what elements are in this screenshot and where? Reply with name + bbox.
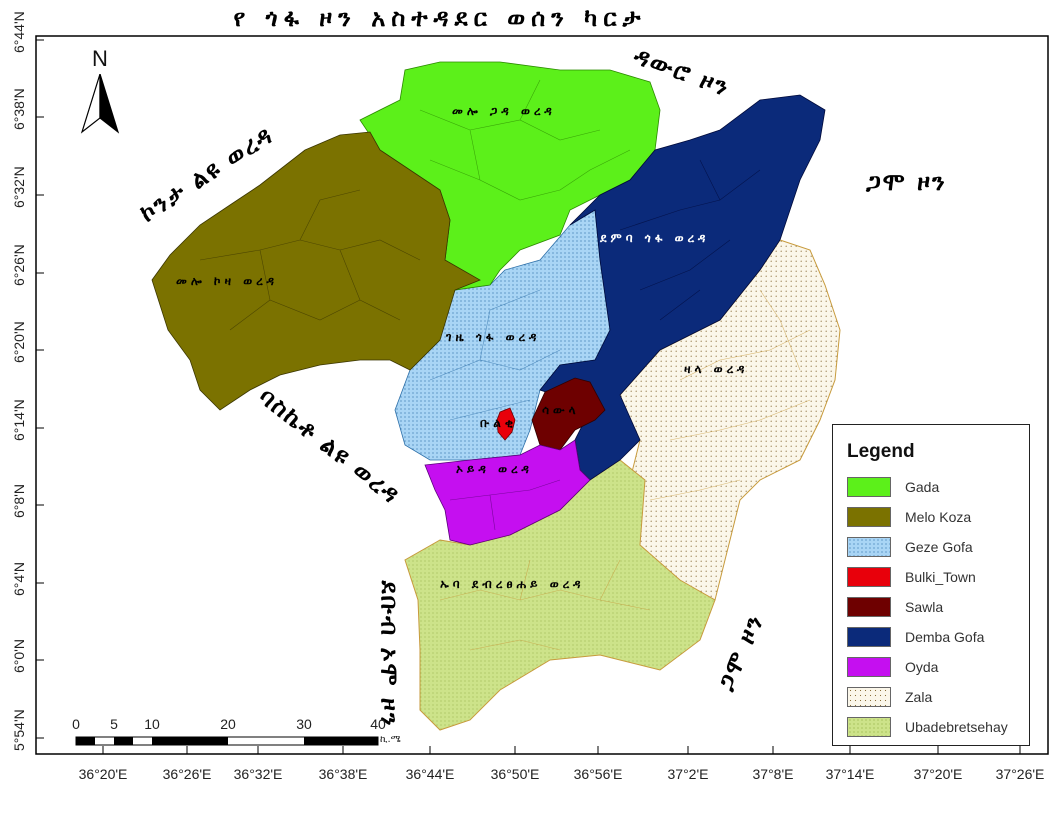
legend-label: Bulki_Town xyxy=(905,569,976,585)
legend-label: Demba Gofa xyxy=(905,629,985,645)
woreda-label-gada: መሎ ጋዳ ወረዳ xyxy=(452,104,556,118)
legend-swatch xyxy=(847,567,891,587)
lat-label: 6°14'N xyxy=(11,399,27,441)
lat-label: 6°44'N xyxy=(11,11,27,53)
woreda-label-melo-koza: መሎ ኮዛ ወረዳ xyxy=(176,274,278,288)
legend-label: Zala xyxy=(905,689,933,705)
lat-label: 6°32'N xyxy=(11,166,27,208)
lon-label: 37°26'E xyxy=(995,766,1045,782)
woreda-label-uba: ኡባ ደብረፀሐይ ወረዳ xyxy=(440,577,585,591)
scale-tick: 0 xyxy=(72,716,80,732)
legend-item: Bulki_Town xyxy=(847,567,1027,589)
north-label: N xyxy=(92,46,108,71)
zone-label-gamo-ne: ጋሞ ዞን xyxy=(866,168,947,196)
scale-tick: 10 xyxy=(144,716,160,732)
map-frame xyxy=(35,35,1049,755)
scale-tick: 5 xyxy=(110,716,118,732)
region-demba-gofa xyxy=(539,94,826,481)
lon-label: 37°8'E xyxy=(752,766,794,782)
lon-label: 36°26'E xyxy=(162,766,212,782)
legend-title: Legend xyxy=(847,441,915,462)
legend-item: Melo Koza xyxy=(847,507,1027,529)
lat-ticks xyxy=(36,39,44,739)
woreda-label-demba-gofa: ደምባ ጎፋ ወረዳ xyxy=(600,231,710,245)
legend-label: Ubadebretsehay xyxy=(905,719,1008,735)
lon-label: 37°20'E xyxy=(913,766,963,782)
legend-item: Zala xyxy=(847,687,1027,709)
lon-label: 36°44'E xyxy=(405,766,455,782)
legend-swatch xyxy=(847,537,891,557)
legend-item: Gada xyxy=(847,477,1027,499)
legend-item: Demba Gofa xyxy=(847,627,1027,649)
region-oyda xyxy=(424,439,591,546)
lat-label: 6°26'N xyxy=(11,244,27,286)
lat-label: 6°20'N xyxy=(11,321,27,363)
legend-item: Geze Gofa xyxy=(847,537,1027,559)
lon-label: 36°20'E xyxy=(78,766,128,782)
north-arrow-icon xyxy=(80,74,120,134)
lat-label: 6°38'N xyxy=(11,88,27,130)
legend-swatch xyxy=(847,657,891,677)
scale-unit: ኪ.ሜ xyxy=(380,734,401,745)
zone-label-south-omo: ደቡብ ኦሞ ዞን xyxy=(375,580,404,728)
lat-label: 5°54'N xyxy=(11,709,27,751)
woreda-label-sawla: ሳውላ xyxy=(542,403,580,417)
legend-swatch xyxy=(847,507,891,527)
legend-swatch xyxy=(847,627,891,647)
woreda-label-oyda: ኦይዳ ወረዳ xyxy=(456,462,533,476)
lon-label: 37°14'E xyxy=(825,766,875,782)
map-title: የ ጎፋ ዞን አስተዳደር ወሰን ካርታ xyxy=(233,4,647,32)
legend-item: Oyda xyxy=(847,657,1027,679)
legend-swatch xyxy=(847,717,891,737)
lat-label: 6°0'N xyxy=(11,639,27,673)
legend-label: Geze Gofa xyxy=(905,539,973,555)
lon-ticks xyxy=(102,746,1021,754)
legend: Legend Gada Melo Koza Geze Gofa Bulki_To… xyxy=(832,424,1030,746)
legend-label: Gada xyxy=(905,479,940,495)
legend-label: Melo Koza xyxy=(905,509,972,525)
lat-label: 6°4'N xyxy=(11,562,27,596)
lon-label: 36°32'E xyxy=(233,766,283,782)
legend-item: Sawla xyxy=(847,597,1027,619)
kebele-boundaries xyxy=(199,79,811,651)
lon-label: 36°56'E xyxy=(573,766,623,782)
lat-label: 6°8'N xyxy=(11,484,27,518)
legend-label: Oyda xyxy=(905,659,939,675)
woreda-label-geze-gofa: ገዜ ጎፋ ወረዳ xyxy=(446,330,541,344)
lon-label: 36°50'E xyxy=(490,766,540,782)
legend-item: Ubadebretsehay xyxy=(847,717,1027,739)
lon-label: 36°38'E xyxy=(318,766,368,782)
region-sawla xyxy=(531,377,606,451)
region-melo-koza xyxy=(151,131,481,411)
lon-label: 37°2'E xyxy=(667,766,709,782)
scale-bar xyxy=(75,736,379,746)
region-bulki-town xyxy=(496,407,516,441)
scale-tick: 30 xyxy=(296,716,312,732)
scale-tick: 20 xyxy=(220,716,236,732)
woreda-label-zala: ዛላ ወረዳ xyxy=(684,362,749,376)
scale-tick: 40 xyxy=(370,716,386,732)
legend-swatch xyxy=(847,687,891,707)
woreda-label-bulki: ቡልቂ xyxy=(480,416,518,430)
legend-swatch xyxy=(847,477,891,497)
legend-label: Sawla xyxy=(905,599,944,615)
legend-swatch xyxy=(847,597,891,617)
